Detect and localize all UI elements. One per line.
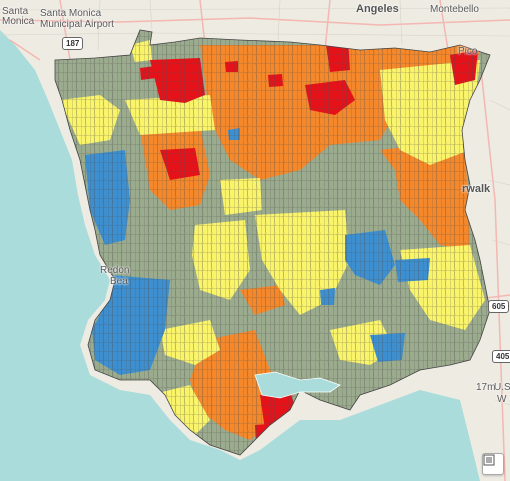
highway-shield-605: 605	[488, 300, 510, 313]
label-santa-monica-line1: Santa	[2, 6, 29, 17]
label-redondo-line2: Bea	[110, 276, 128, 287]
label-elevation: 17m	[476, 382, 496, 393]
highway-shield-405: 405	[492, 350, 510, 363]
label-montebello: Montebello	[430, 4, 479, 15]
label-santa-monica-line2: Monica	[2, 16, 35, 27]
harbor	[254, 371, 341, 399]
label-pico: Pico	[458, 46, 478, 57]
label-w: W	[497, 394, 507, 405]
label-us: U.S.	[494, 382, 510, 393]
label-airport-line1: Santa Monica	[40, 8, 102, 19]
legend-list-icon	[483, 454, 495, 466]
label-angeles: Angeles	[356, 3, 399, 15]
label-norwalk: rwalk	[462, 183, 491, 195]
label-redondo-line1: Redon	[100, 265, 130, 276]
legend-button[interactable]	[482, 453, 504, 475]
highway-shield-187: 187	[62, 37, 84, 50]
label-airport-line2: Municipal Airport	[40, 19, 114, 30]
